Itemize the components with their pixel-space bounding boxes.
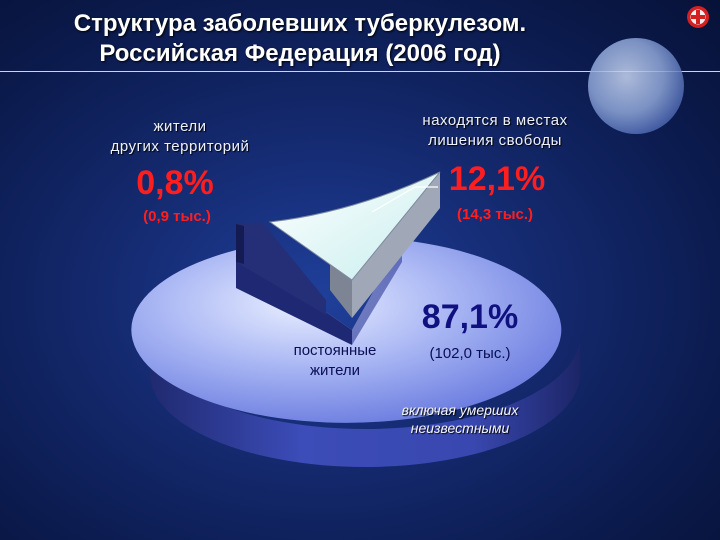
label-prison-line-1: находятся в местах [422, 112, 568, 129]
slice-other-territories [236, 222, 326, 315]
count-other: (0,9 тыс.) [143, 208, 211, 225]
slice-prison-side [352, 172, 440, 318]
label-other-line-2: других территорий [110, 138, 250, 155]
note-line-2: неизвестными [410, 420, 510, 436]
label-permanent-line-2: жители [309, 362, 361, 379]
value-permanent: 87,1% [421, 298, 519, 336]
logo-icon [687, 6, 709, 28]
title-divider [0, 71, 720, 72]
page-title-line-1: Структура заболевших туберкулезом. [73, 10, 527, 37]
count-permanent: (102,0 тыс.) [429, 345, 511, 362]
label-permanent-line-1: постоянные [293, 342, 377, 359]
slice-permanent-side [150, 336, 580, 467]
slice-other-territories-side [236, 224, 244, 264]
page-title-line-2: Российская Федерация (2006 год) [99, 40, 501, 67]
slice-prison [268, 171, 441, 281]
value-prison: 12,1% [448, 160, 546, 198]
label-prison-line-2: лишения свободы [428, 132, 562, 149]
decorative-photo-circle [588, 38, 684, 134]
label-other-line-1: жители [153, 118, 207, 135]
leader-line-prison [371, 186, 438, 213]
note-line-1: включая умерших [401, 402, 519, 418]
value-other: 0,8% [136, 164, 214, 202]
count-prison: (14,3 тыс.) [456, 206, 534, 223]
